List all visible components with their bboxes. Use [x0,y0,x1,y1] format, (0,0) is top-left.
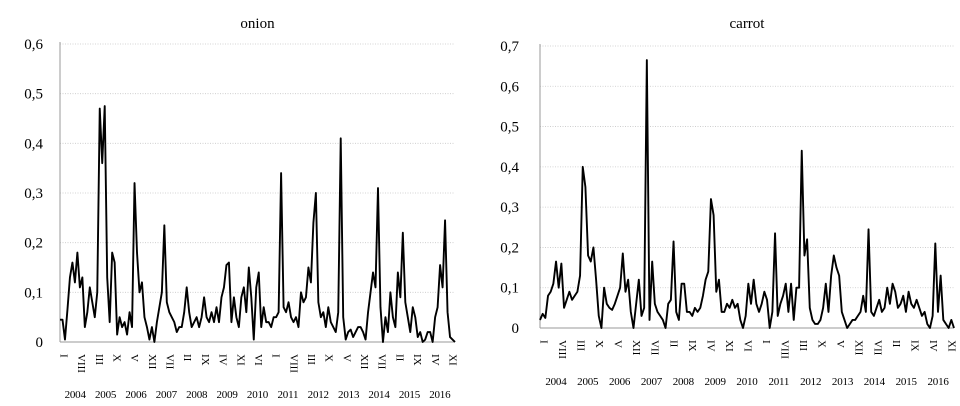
onion-year-label: 2015 [399,389,421,401]
carrot-y-tick-label: 0,5 [500,120,519,136]
carrot-y-tick-label: 0,2 [500,240,519,256]
onion-x-tick-label: II [393,354,405,362]
carrot-x-tick-label: I [760,340,772,344]
carrot-x-tick-label: IV [704,340,716,352]
onion-x-tick-label: IX [411,354,423,366]
carrot-year-label: 2007 [641,376,663,388]
onion-year-label: 2006 [125,389,147,401]
onion-year-label: 2016 [429,389,451,401]
carrot-x-tick-label: X [816,340,828,348]
onion-x-tick-label: VII [376,354,388,370]
carrot-series-line [539,59,955,329]
carrot-x-tick-label: VI [741,340,753,352]
onion-x-tick-label: VII [164,354,176,370]
onion-x-tick-label: V [340,354,352,362]
onion-year-label: 2010 [247,389,269,401]
carrot-year-label: 2012 [800,376,821,388]
onion-x-tick-label: X [323,354,335,362]
carrot-y-tick-label: 0,6 [500,79,519,95]
carrot-x-tick-label: XII [853,340,865,356]
carrot-x-tick-label: V [834,340,846,348]
carrot-x-tick-label: IX [908,340,920,352]
onion-x-tick-label: I [57,354,69,358]
onion-x-tick-label: VI [252,354,264,366]
onion-x-tick-label: VIII [287,354,299,373]
onion-year-label: 2005 [95,389,117,401]
onion-year-label: 2009 [217,389,239,401]
onion-y-tick-label: 0,5 [24,87,43,103]
onion-year-label: 2014 [368,389,390,401]
carrot-y-tick-label: 0,4 [500,160,519,176]
onion-x-tick-label: XII [146,354,158,370]
carrot-chart: carrot 0 0,1 0,2 0,3 0,4 0,5 0,6 0,7 I VIII III X V XI… [478,0,960,406]
carrot-x-tick-label: II [890,340,902,348]
onion-year-label: 2008 [186,389,208,401]
onion-y-tick-label: 0 [36,335,44,351]
carrot-x-tick-label: XI [723,340,735,352]
onion-x-tick-label: IV [217,354,229,366]
carrot-y-tick-label: 0 [512,321,520,337]
onion-series-line [60,105,456,343]
carrot-x-tick-label: III [575,340,587,351]
carrot-y-tick-label: 0,3 [500,200,519,216]
carrot-x-tick-label: II [667,340,679,348]
onion-year-label: 2004 [65,389,87,401]
onion-x-tick-label: II [181,354,193,362]
carrot-year-label: 2011 [768,376,789,388]
onion-y-tick-label: 0,3 [24,186,43,202]
carrot-year-label: 2006 [609,376,631,388]
carrot-x-tick-label: X [593,340,605,348]
onion-chart-title: onion [240,16,275,32]
carrot-y-tick-label: 0,1 [500,281,519,297]
carrot-x-tick-label: VIII [779,340,791,359]
onion-year-label: 2012 [308,389,329,401]
carrot-x-tick-label: VII [871,340,883,356]
carrot-x-tick-label: XI [945,340,957,352]
carrot-year-label: 2009 [705,376,727,388]
carrot-y-tick-label: 0,7 [500,39,519,55]
onion-x-tick-label: III [305,354,317,365]
carrot-x-tick-label: IV [927,340,939,352]
onion-y-tick-label: 0,2 [24,236,43,252]
carrot-year-label: 2014 [864,376,886,388]
onion-x-tick-label: VIII [75,354,87,373]
onion-x-tick-label: XII [358,354,370,370]
carrot-x-tick-label: I [537,340,549,344]
onion-x-tick-label: IX [199,354,211,366]
onion-x-tick-label: III [93,354,105,365]
carrot-x-tick-label: VIII [556,340,568,359]
onion-year-label: 2011 [277,389,298,401]
onion-x-tick-label: X [111,354,123,362]
carrot-x-tick-label: III [797,340,809,351]
carrot-x-tick-label: XII [630,340,642,356]
onion-year-label: 2007 [156,389,178,401]
onion-x-tick-label: V [128,354,140,362]
onion-x-tick-label: IV [429,354,441,366]
carrot-year-label: 2004 [545,376,567,388]
onion-chart: onion 0 0,1 0,2 0,3 0,4 0,5 0,6 I VIII III X V XII VII… [0,0,470,406]
carrot-x-tick-label: V [612,340,624,348]
carrot-year-label: 2010 [736,376,758,388]
carrot-year-label: 2005 [577,376,599,388]
onion-year-label: 2013 [338,389,360,401]
carrot-year-label: 2008 [673,376,695,388]
onion-y-tick-label: 0,1 [24,285,43,301]
onion-y-tick-label: 0,6 [24,37,43,53]
carrot-x-tick-label: IX [686,340,698,352]
onion-y-tick-label: 0,4 [24,136,43,152]
onion-x-tick-label: XI [234,354,246,366]
carrot-year-label: 2015 [896,376,918,388]
onion-x-tick-label: I [270,354,282,358]
carrot-year-label: 2013 [832,376,854,388]
carrot-year-label: 2016 [927,376,949,388]
carrot-chart-title: carrot [730,16,766,32]
onion-x-tick-label: XI [446,354,458,366]
carrot-x-tick-label: VII [649,340,661,356]
